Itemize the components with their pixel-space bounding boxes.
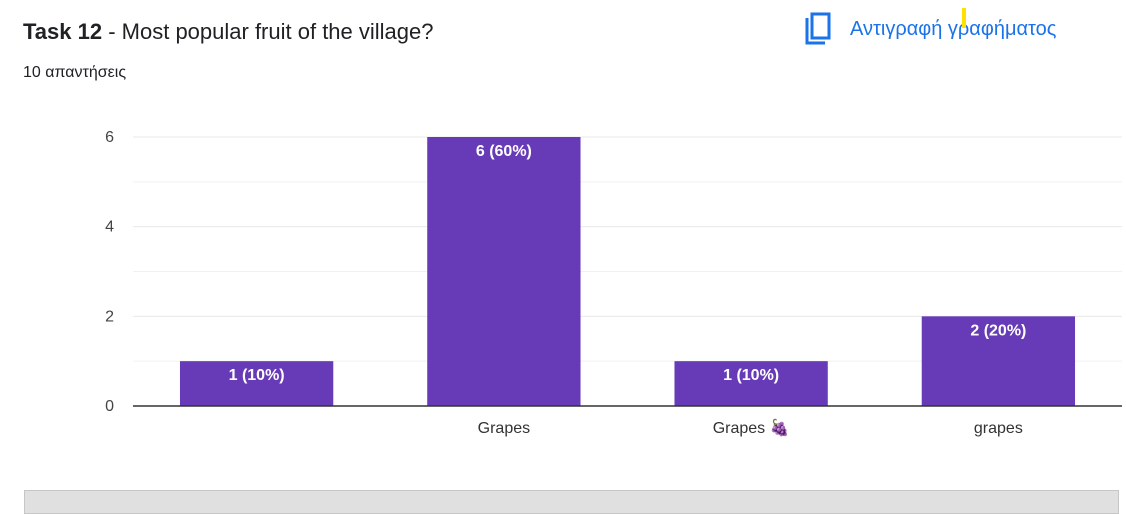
bar xyxy=(179,361,334,406)
question-title: Task 12 - Most popular fruit of the vill… xyxy=(23,19,434,45)
x-category-label: Grapes 🍇 xyxy=(713,418,790,437)
response-count: 10 απαντήσεις xyxy=(23,64,127,81)
bar xyxy=(674,361,828,406)
question-text: - Most popular fruit of the village? xyxy=(102,19,434,44)
y-tick-label: 0 xyxy=(105,398,114,415)
bar xyxy=(921,316,1076,406)
copy-chart-button[interactable]: Αντιγραφή γραφήματος xyxy=(804,12,1056,46)
task-label: Task 12 xyxy=(23,19,103,44)
bar-chart: 0 2 4 6 1 (10%) 6 (60%) Grapes 1 (10%) Grapes 🍇 2… xyxy=(105,129,1122,437)
bar-data-label: 1 (10%) xyxy=(229,367,285,384)
y-tick-label: 4 xyxy=(105,219,114,236)
bar xyxy=(427,137,581,406)
x-category-label: grapes xyxy=(974,420,1023,437)
x-category-label: Grapes xyxy=(478,420,530,437)
next-section-strip xyxy=(24,490,1119,514)
bar-data-label: 6 (60%) xyxy=(476,143,532,160)
text-cursor-highlight xyxy=(962,8,966,28)
y-tick-label: 2 xyxy=(105,308,114,325)
y-tick-label: 6 xyxy=(105,129,114,146)
copy-chart-label: Αντιγραφή γραφήματος xyxy=(850,17,1057,40)
bar-data-label: 2 (20%) xyxy=(970,322,1026,339)
copy-icon xyxy=(805,12,831,45)
bar-data-label: 1 (10%) xyxy=(723,367,779,384)
